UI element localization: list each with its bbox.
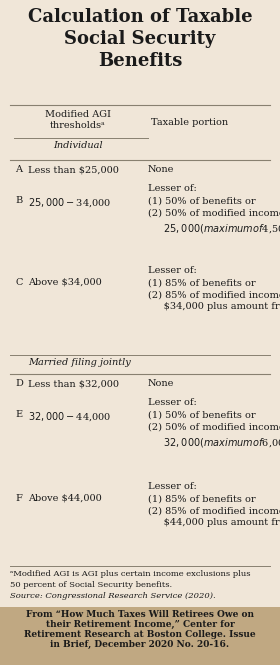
Text: Individual: Individual [53, 141, 103, 150]
Text: Less than $32,000: Less than $32,000 [28, 379, 119, 388]
Text: B: B [15, 196, 22, 205]
Text: Lesser of:
(1) 85% of benefits or
(2) 85% of modified income above
     $44,000 : Lesser of: (1) 85% of benefits or (2) 85… [148, 482, 280, 527]
Bar [0, 607, 280, 665]
Text: in Brief, December 2020 No. 20-16.: in Brief, December 2020 No. 20-16. [50, 640, 230, 649]
Text: $25,000-$34,000: $25,000-$34,000 [28, 196, 111, 209]
Text: their Retirement Income,” Center for: their Retirement Income,” Center for [46, 620, 234, 629]
Text: Lesser of:
(1) 50% of benefits or
(2) 50% of modified income above
     $32,000 : Lesser of: (1) 50% of benefits or (2) 50… [148, 398, 280, 449]
Text: Above $44,000: Above $44,000 [28, 494, 102, 503]
Text: Source: Congressional Research Service (2020).: Source: Congressional Research Service (… [10, 592, 216, 600]
Text: Retirement Research at Boston College. Issue: Retirement Research at Boston College. I… [24, 630, 256, 639]
Text: A: A [15, 165, 22, 174]
Text: Less than $25,000: Less than $25,000 [28, 165, 119, 174]
Text: Modified AGI
thresholdsᵃ: Modified AGI thresholdsᵃ [45, 110, 111, 130]
Text: Lesser of:
(1) 50% of benefits or
(2) 50% of modified income above
     $25,000 : Lesser of: (1) 50% of benefits or (2) 50… [148, 184, 280, 235]
Text: D: D [15, 379, 23, 388]
Text: E: E [15, 410, 22, 419]
Text: None: None [148, 379, 174, 388]
Text: From “How Much Taxes Will Retirees Owe on: From “How Much Taxes Will Retirees Owe o… [26, 610, 254, 619]
Text: $32,000-$44,000: $32,000-$44,000 [28, 410, 111, 423]
Text: ᵃModified AGI is AGI plus certain income exclusions plus: ᵃModified AGI is AGI plus certain income… [10, 570, 251, 578]
Text: Lesser of:
(1) 85% of benefits or
(2) 85% of modified income above
     $34,000 : Lesser of: (1) 85% of benefits or (2) 85… [148, 266, 280, 311]
Text: Taxable portion: Taxable portion [151, 118, 228, 127]
Text: 50 percent of Social Security benefits.: 50 percent of Social Security benefits. [10, 581, 172, 589]
Text: Calculation of Taxable
Social Security
Benefits: Calculation of Taxable Social Security B… [28, 8, 252, 70]
Text: Married filing jointly: Married filing jointly [28, 358, 131, 367]
Text: None: None [148, 165, 174, 174]
Text: Above $34,000: Above $34,000 [28, 278, 102, 287]
Text: F: F [15, 494, 22, 503]
Text: C: C [15, 278, 22, 287]
